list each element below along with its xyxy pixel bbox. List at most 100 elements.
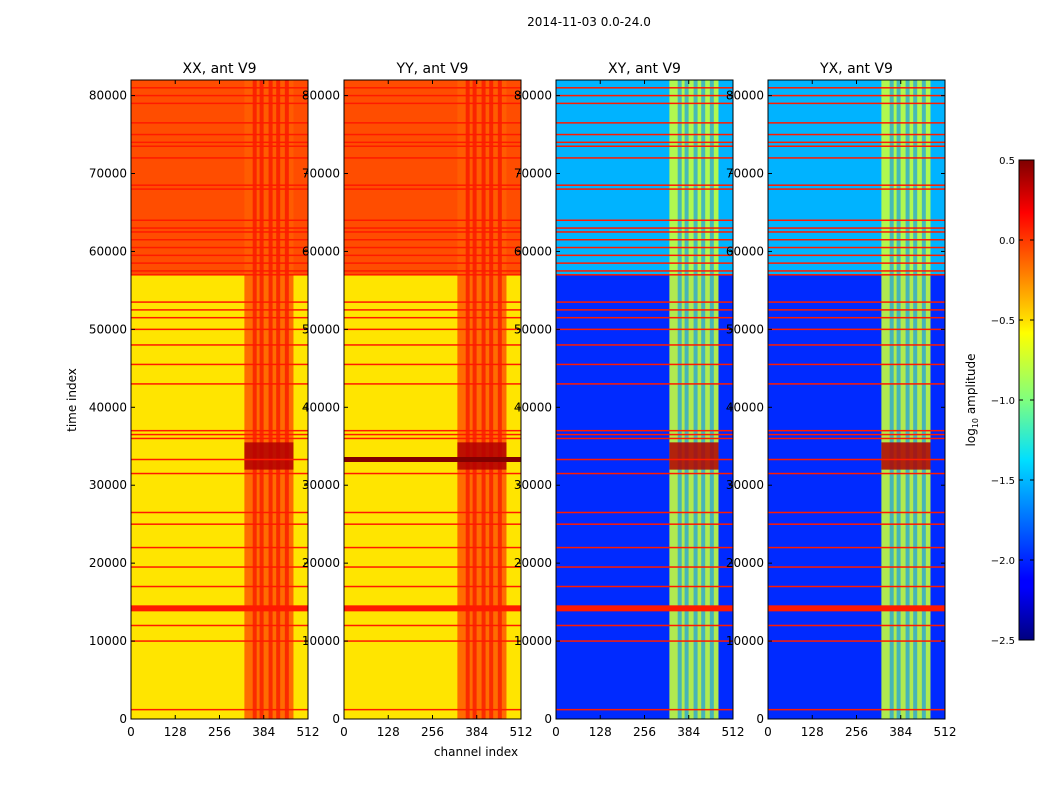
intense-block: [244, 442, 294, 470]
flagged-row: [768, 133, 945, 136]
y-tick-label: 0: [119, 712, 127, 726]
flagged-row: [768, 219, 945, 222]
y-tick-label: 0: [544, 712, 552, 726]
flagged-row: [344, 231, 521, 233]
flagged-row: [768, 624, 945, 627]
flagged-row: [131, 429, 308, 432]
flagged-row: [556, 605, 733, 612]
y-tick-label: 50000: [514, 322, 552, 336]
x-tick-label: 0: [127, 725, 135, 739]
flagged-row: [131, 231, 308, 233]
flagged-row: [344, 511, 521, 514]
flagged-row: [556, 231, 733, 233]
flagged-row: [344, 239, 521, 241]
flagged-row: [768, 231, 945, 233]
x-tick-label: 512: [722, 725, 745, 739]
flagged-row: [556, 433, 733, 436]
y-tick-label: 80000: [302, 89, 340, 103]
flagged-row: [131, 94, 308, 97]
y-tick-label: 40000: [726, 400, 764, 414]
flagged-row: [131, 122, 308, 124]
heatmap-0: [131, 80, 308, 719]
y-tick-label: 70000: [302, 167, 340, 181]
x-tick-label: 128: [377, 725, 400, 739]
x-tick-label: 0: [552, 725, 560, 739]
band-stripe: [252, 80, 257, 719]
flagged-row: [131, 624, 308, 627]
flagged-row: [768, 87, 945, 89]
flagged-row: [131, 246, 308, 249]
x-tick-label: 512: [934, 725, 957, 739]
y-tick-label: 30000: [89, 478, 127, 492]
y-tick-label: 40000: [514, 400, 552, 414]
flagged-row: [768, 188, 945, 190]
band-stripe: [684, 80, 689, 719]
flagged-row: [556, 708, 733, 711]
flagged-row: [131, 363, 308, 366]
flagged-row: [131, 301, 308, 303]
flagged-row: [344, 328, 521, 331]
flagged-row: [344, 301, 521, 303]
flagged-row: [556, 458, 733, 461]
flagged-row: [131, 523, 308, 525]
flagged-row: [768, 239, 945, 241]
flagged-row: [556, 254, 733, 257]
flagged-row: [556, 640, 733, 642]
flagged-row: [768, 429, 945, 432]
band-stripe: [905, 80, 910, 719]
band-stripe: [284, 80, 289, 719]
y-tick-label: 60000: [302, 244, 340, 258]
flagged-row: [131, 227, 308, 229]
flagged-row: [556, 122, 733, 124]
flagged-row: [344, 605, 521, 612]
flagged-row: [344, 523, 521, 525]
flagged-row: [344, 122, 521, 124]
flagged-row: [556, 227, 733, 229]
figure-suptitle: 2014-11-03 0.0-24.0: [527, 15, 651, 29]
flagged-row: [131, 309, 308, 311]
flagged-row: [344, 437, 521, 440]
flagged-row: [768, 262, 945, 264]
heatmap-3: [768, 80, 945, 719]
flagged-row: [768, 472, 945, 475]
y-tick-label: 10000: [726, 634, 764, 648]
flagged-row: [768, 437, 945, 440]
band-stripe: [465, 80, 470, 719]
flagged-row: [344, 585, 521, 588]
x-tick-label: 128: [164, 725, 187, 739]
x-tick-label: 256: [208, 725, 231, 739]
colorbar-tick-label: −2.0: [991, 556, 1015, 567]
panel-1: YY, ant V9 0 128 256 384 512 0 10000 20000 30000 4…: [302, 61, 533, 739]
panel-2: XY, ant V9 0 128 256 384 512 0 10000 20000 30000 4…: [514, 61, 745, 739]
colorbar-ticks: 0.5 0.0 −0.5 −1.0 −1.5 −2.0 −2.5: [991, 156, 1034, 647]
flagged-row: [556, 141, 733, 144]
colorbar-tick-label: −0.5: [991, 316, 1015, 327]
flagged-row: [131, 328, 308, 331]
flagged-row: [768, 270, 945, 272]
flagged-row: [344, 227, 521, 229]
flagged-row: [131, 383, 308, 385]
flagged-row: [131, 511, 308, 514]
y-tick-label: 30000: [726, 478, 764, 492]
flagged-row: [556, 219, 733, 222]
x-tick-label: 0: [764, 725, 772, 739]
flagged-row: [556, 344, 733, 346]
flagged-row: [556, 328, 733, 331]
flagged-row: [131, 274, 308, 276]
y-tick-label: 30000: [302, 478, 340, 492]
band-stripe: [709, 80, 714, 719]
flagged-row: [768, 605, 945, 612]
y-tick-label: 20000: [726, 556, 764, 570]
x-axis-label: channel index: [434, 745, 518, 759]
panel-title: YY, ant V9: [396, 61, 469, 77]
flagged-row: [344, 344, 521, 346]
flagged-row: [344, 309, 521, 311]
flagged-row: [344, 184, 521, 186]
flagged-row: [131, 605, 308, 612]
flagged-row: [768, 94, 945, 97]
flagged-row: [768, 566, 945, 568]
flagged-row: [131, 145, 308, 147]
flagged-row: [556, 523, 733, 525]
y-tick-label: 30000: [514, 478, 552, 492]
band-stripe: [497, 80, 502, 719]
